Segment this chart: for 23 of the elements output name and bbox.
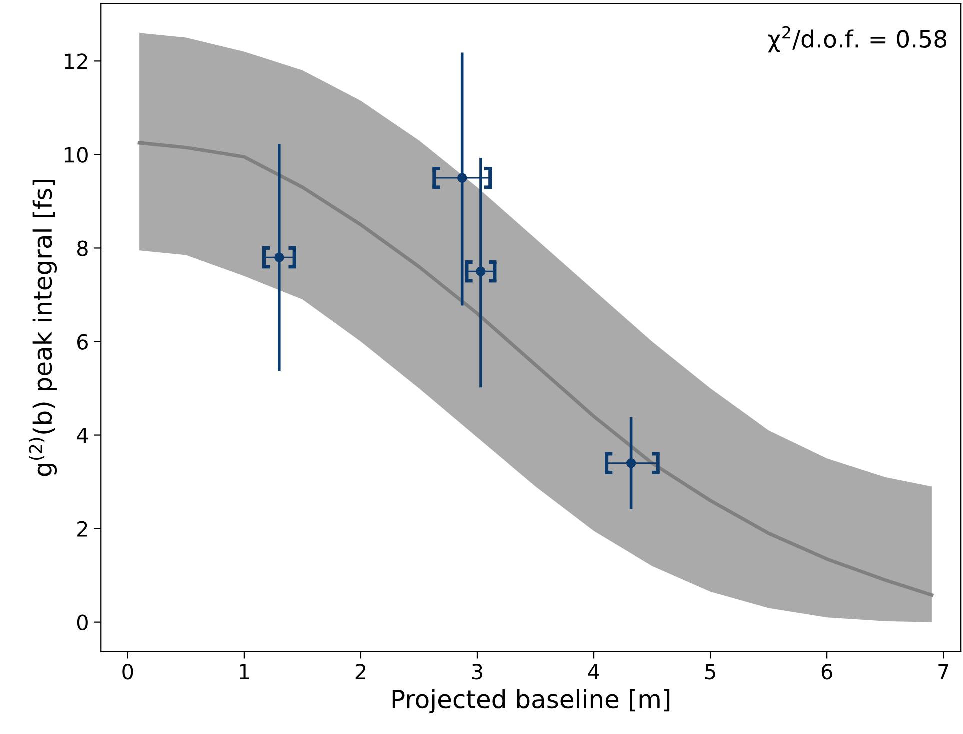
point: [274, 252, 284, 262]
y-tick-label: 0: [77, 614, 88, 631]
point: [457, 173, 468, 183]
y-tick-label: 2: [78, 521, 88, 537]
x-axis-title: Projected baseline [m]: [392, 689, 670, 714]
point: [476, 266, 486, 276]
x-tick-label: 5: [706, 664, 716, 680]
x-tick-label: 2: [356, 664, 366, 680]
y-tick-label: 10: [65, 147, 88, 163]
y-tick-label: 12: [65, 54, 88, 70]
y-tick-label: 4: [77, 428, 88, 444]
x-tick-label: 1: [240, 664, 250, 680]
y-tick-label: 6: [78, 334, 88, 350]
x-tick-label: 0: [122, 664, 134, 680]
y-axis-title: g$^{(2)}$(b) peak integral [fs]: [28, 180, 58, 476]
annotation: χ$^{2}$/d.o.f. = 0.58: [768, 26, 947, 53]
point: [626, 458, 636, 468]
x-tick-label: 4: [588, 664, 600, 680]
y-tick-label: 8: [77, 240, 88, 256]
x-tick-label: 3: [472, 664, 482, 680]
x-tick-label: 6: [822, 664, 832, 680]
line-series: [138, 141, 934, 597]
x-tick-label: 7: [938, 664, 948, 680]
